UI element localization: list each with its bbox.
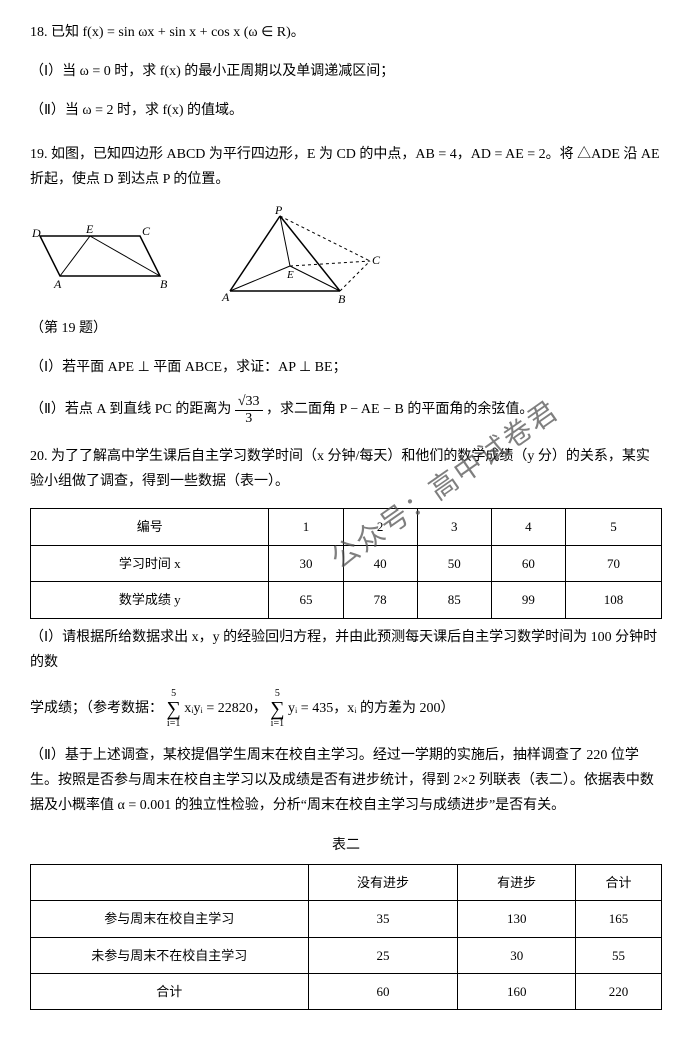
q19-figure-left: D E C A B [30, 221, 180, 291]
t1-r2c0: 数学成绩 y [31, 582, 269, 618]
t2-r3c0: 合计 [31, 973, 309, 1009]
fig1-B: B [160, 277, 168, 291]
q19-part1: （Ⅰ）若平面 APE ⊥ 平面 ABCE，求证：AP ⊥ BE； [30, 355, 662, 380]
t1-r2c4: 99 [491, 582, 565, 618]
fig1-D: D [31, 226, 41, 240]
t1-r1c2: 40 [343, 545, 417, 581]
t2-r1c1: 35 [308, 901, 458, 937]
table-row: 未参与周末不在校自主学习 25 30 55 [31, 937, 662, 973]
q20-sum2: 5 ∑ i=1 [270, 689, 284, 729]
t1-r1c5: 70 [565, 545, 661, 581]
q20-sum1: 5 ∑ i=1 [167, 689, 181, 729]
table-row: 学习时间 x 30 40 50 60 70 [31, 545, 662, 581]
t1-r2c2: 78 [343, 582, 417, 618]
q19-p2b: ，求二面角 P − AE − B 的平面角的余弦值。 [266, 402, 533, 417]
t1-r2c3: 85 [417, 582, 491, 618]
table-row: 数学成绩 y 65 78 85 99 108 [31, 582, 662, 618]
fig2-A: A [221, 290, 230, 304]
q18-part2: （Ⅱ）当 ω = 2 时，求 f(x) 的值域。 [30, 98, 662, 123]
t2-r2c0: 未参与周末不在校自主学习 [31, 937, 309, 973]
t2-r1c0: 参与周末在校自主学习 [31, 901, 309, 937]
fig1-C: C [142, 224, 151, 238]
table-row: 参与周末在校自主学习 35 130 165 [31, 901, 662, 937]
t1-h4: 4 [491, 509, 565, 545]
q20-stem: 20. 为了了解高中学生课后自主学习数学时间（x 分钟/每天）和他们的数学成绩（… [30, 444, 662, 494]
q20-p1b-a: 学成绩；（参考数据： [30, 701, 163, 716]
q19-frac-den: 3 [235, 411, 263, 426]
q19-p2a: （Ⅱ）若点 A 到直线 PC 的距离为 [30, 402, 235, 417]
q20-p1b-b: xᵢyᵢ = 22820， [184, 701, 266, 716]
t1-r1c3: 50 [417, 545, 491, 581]
q20-p1b-c: yᵢ = 435，xᵢ 的方差为 200） [288, 701, 454, 716]
table-row: 编号 1 2 3 4 5 [31, 509, 662, 545]
fig1-E: E [85, 222, 94, 236]
sigma-icon: ∑ [167, 699, 181, 719]
table-row: 合计 60 160 220 [31, 973, 662, 1009]
t2-r2c2: 30 [458, 937, 576, 973]
t1-r2c1: 65 [269, 582, 343, 618]
question-20: 20. 为了了解高中学生课后自主学习数学时间（x 分钟/每天）和他们的数学成绩（… [30, 444, 662, 1010]
t2-h1: 没有进步 [308, 864, 458, 900]
q19-frac-num: √33 [235, 394, 263, 410]
q19-frac: √33 3 [235, 394, 263, 426]
t1-h3: 3 [417, 509, 491, 545]
t1-h2: 2 [343, 509, 417, 545]
t1-h5: 5 [565, 509, 661, 545]
question-19: 19. 如图，已知四边形 ABCD 为平行四边形，E 为 CD 的中点，AB =… [30, 142, 662, 427]
t2-r1c2: 130 [458, 901, 576, 937]
t2-h2: 有进步 [458, 864, 576, 900]
sigma-icon: ∑ [270, 699, 284, 719]
q20-p1: （Ⅰ）请根据所给数据求出 x，y 的经验回归方程，并由此预测每天课后自主学习数学… [30, 625, 662, 675]
question-18: 18. 已知 f(x) = sin ωx + sin x + cos x (ω … [30, 20, 662, 124]
fig1-A: A [53, 277, 62, 291]
sum2-bot: i=1 [270, 719, 284, 729]
q18-part1: （Ⅰ）当 ω = 0 时，求 f(x) 的最小正周期以及单调递减区间； [30, 59, 662, 84]
fig2-B: B [338, 292, 346, 306]
q19-stem: 19. 如图，已知四边形 ABCD 为平行四边形，E 为 CD 的中点，AB =… [30, 142, 662, 192]
t2-h3: 合计 [576, 864, 662, 900]
t1-h0: 编号 [31, 509, 269, 545]
q19-caption: （第 19 题） [30, 316, 662, 341]
t2-h0 [31, 864, 309, 900]
q19-part2: （Ⅱ）若点 A 到直线 PC 的距离为 √33 3 ，求二面角 P − AE −… [30, 394, 662, 426]
q20-p2: （Ⅱ）基于上述调查，某校提倡学生周末在校自主学习。经过一学期的实施后，抽样调查了… [30, 743, 662, 819]
q18-stem: 18. 已知 f(x) = sin ωx + sin x + cos x (ω … [30, 20, 662, 45]
t1-r1c4: 60 [491, 545, 565, 581]
t2-r2c3: 55 [576, 937, 662, 973]
t1-h1: 1 [269, 509, 343, 545]
q20-table1: 编号 1 2 3 4 5 学习时间 x 30 40 50 60 70 数学成绩 … [30, 508, 662, 618]
sum1-bot: i=1 [167, 719, 181, 729]
q19-figures: D E C A B P E C A B [30, 206, 662, 306]
t1-r2c5: 108 [565, 582, 661, 618]
t2-r3c2: 160 [458, 973, 576, 1009]
fig2-E: E [286, 269, 294, 281]
q20-p1b: 学成绩；（参考数据： 5 ∑ i=1 xᵢyᵢ = 22820， 5 ∑ i=1… [30, 689, 662, 729]
fig2-C: C [372, 253, 381, 267]
q20-table2: 没有进步 有进步 合计 参与周末在校自主学习 35 130 165 未参与周末不… [30, 864, 662, 1011]
q20-caption2: 表二 [30, 833, 662, 858]
table-row: 没有进步 有进步 合计 [31, 864, 662, 900]
t2-r2c1: 25 [308, 937, 458, 973]
fig2-P: P [274, 206, 283, 217]
t1-r1c1: 30 [269, 545, 343, 581]
t2-r3c3: 220 [576, 973, 662, 1009]
page-container: 公众号：高中试卷君 18. 已知 f(x) = sin ωx + sin x +… [30, 20, 662, 1010]
t1-r1c0: 学习时间 x [31, 545, 269, 581]
t2-r3c1: 60 [308, 973, 458, 1009]
t2-r1c3: 165 [576, 901, 662, 937]
q19-figure-right: P E C A B [210, 206, 390, 306]
